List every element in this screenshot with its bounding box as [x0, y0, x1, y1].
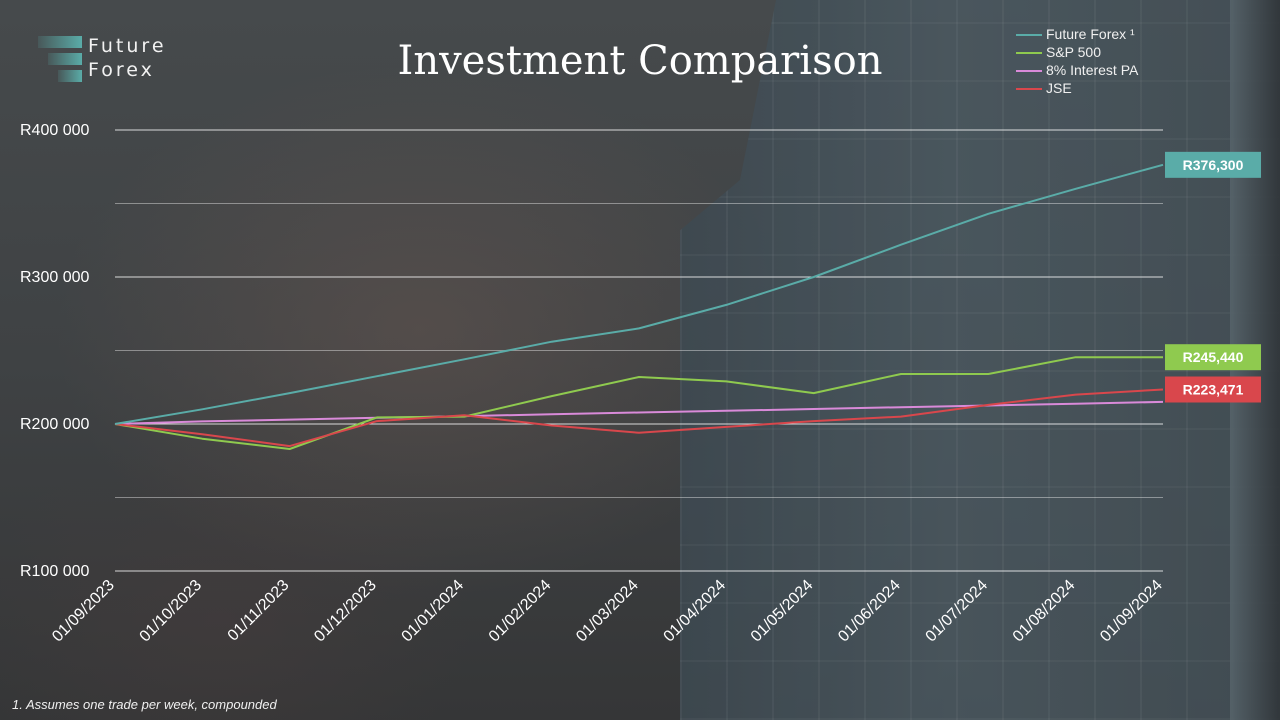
x-tick-label: 01/07/2024: [923, 577, 992, 646]
x-tick-label: 01/01/2024: [399, 577, 468, 646]
legend-swatch: [1016, 34, 1042, 36]
legend-label: Future Forex ¹: [1046, 26, 1135, 42]
chart-title: Investment Comparison: [397, 38, 883, 84]
legend-item: S&P 500: [1016, 43, 1138, 61]
logo-wordmark: Future Forex: [88, 34, 167, 82]
x-tick-label: 01/06/2024: [835, 577, 904, 646]
x-tick-label: 01/09/2024: [1097, 577, 1166, 646]
x-tick-label: 01/12/2023: [311, 577, 380, 646]
footnote: 1. Assumes one trade per week, compounde…: [12, 697, 277, 712]
x-tick-label: 01/04/2024: [661, 577, 730, 646]
legend-swatch: [1016, 70, 1042, 72]
y-tick-label: R300 000: [20, 269, 89, 286]
x-tick-label: 01/02/2024: [486, 577, 555, 646]
legend-label: JSE: [1046, 80, 1072, 96]
end-value-label: R223,471: [1183, 381, 1244, 397]
logo-line-1: Future: [88, 35, 167, 57]
chart-legend: Future Forex ¹ S&P 500 8% Interest PA JSE: [1016, 25, 1138, 97]
legend-item: JSE: [1016, 79, 1138, 97]
legend-label: 8% Interest PA: [1046, 62, 1139, 78]
logo-line-2: Forex: [88, 59, 155, 81]
end-value-badge: [1165, 376, 1261, 403]
x-tick-label: 01/08/2024: [1010, 577, 1079, 646]
x-tick-label: 01/03/2024: [573, 577, 642, 646]
legend-item: 8% Interest PA: [1016, 61, 1138, 79]
y-tick-label: R400 000: [20, 122, 89, 139]
x-tick-label: 01/11/2023: [225, 577, 293, 645]
logo-mark-icon: [38, 36, 82, 84]
end-value-label: R245,440: [1183, 349, 1244, 365]
legend-swatch: [1016, 52, 1042, 54]
brand-logo: Future Forex: [38, 34, 188, 86]
series-line-1: [114, 356, 1163, 450]
end-value-label: R376,300: [1183, 157, 1244, 173]
y-tick-label: R100 000: [20, 563, 89, 580]
legend-swatch: [1016, 88, 1042, 90]
y-tick-label: R200 000: [20, 416, 89, 433]
end-value-badge: [1165, 344, 1261, 371]
end-value-badge: [1165, 151, 1261, 178]
series-line-3: [114, 388, 1164, 448]
legend-item: Future Forex ¹: [1016, 25, 1138, 43]
x-tick-label: 01/05/2024: [748, 577, 817, 646]
x-tick-label: 01/10/2023: [137, 577, 206, 646]
x-tick-label: 01/09/2023: [49, 577, 118, 646]
series-line-0: [114, 163, 1164, 425]
series-line-2: [114, 400, 1164, 425]
legend-label: S&P 500: [1046, 44, 1102, 60]
